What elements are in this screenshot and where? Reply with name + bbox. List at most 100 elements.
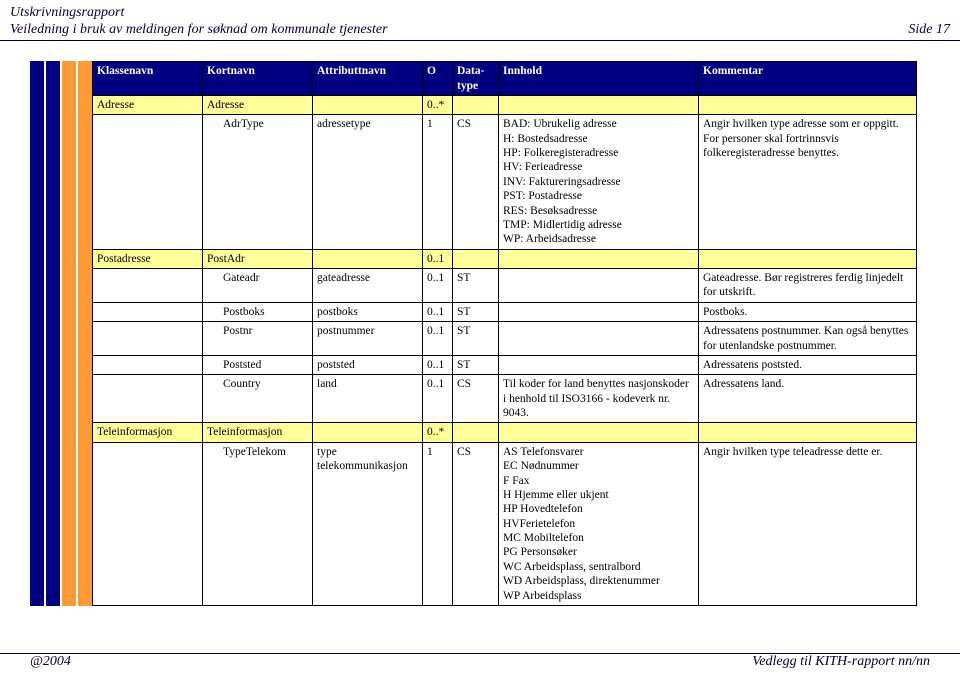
table-cell: 0..1 (423, 249, 453, 268)
table-cell: ST (453, 269, 499, 303)
table-cell (699, 423, 917, 442)
footer-left: @2004 (30, 654, 71, 670)
table-cell: AS Telefonsvarer EC Nødnummer F Fax H Hj… (499, 442, 699, 605)
table-cell: 0..1 (423, 302, 453, 321)
table-cell: ST (453, 322, 499, 356)
table-cell: Postnr (203, 322, 313, 356)
table-cell (499, 302, 699, 321)
col-header: Innhold (499, 62, 699, 96)
table-row: AdresseAdresse 0..* (93, 95, 917, 114)
col-header: Attributtnavn (313, 62, 423, 96)
table-cell (313, 95, 423, 114)
footer-right: Vedlegg til KITH-rapport nn/nn (752, 654, 930, 670)
table-cell: TypeTelekom (203, 442, 313, 605)
doc-subtitle: Veiledning i bruk av meldingen for søkna… (10, 22, 388, 38)
table-cell: Angir hvilken type adresse som er oppgit… (699, 115, 917, 249)
table-cell (499, 269, 699, 303)
table-cell: Adressatens land. (699, 375, 917, 423)
table-body: AdresseAdresse0..*AdrTypeadressetype1CSB… (93, 95, 917, 605)
table-cell: BAD: Ubrukelig adresse H: Bostedsadresse… (499, 115, 699, 249)
table-cell (499, 423, 699, 442)
header-row: Klassenavn Kortnavn Attributtnavn O Data… (93, 62, 917, 96)
table-row: AdrTypeadressetype1CSBAD: Ubrukelig adre… (93, 115, 917, 249)
table-cell: postboks (313, 302, 423, 321)
table-cell: Poststed (203, 355, 313, 374)
stripe (46, 61, 60, 606)
table-cell: Country (203, 375, 313, 423)
table-cell (453, 95, 499, 114)
table-cell: Postadresse (93, 249, 203, 268)
table-cell (699, 249, 917, 268)
table-cell: CS (453, 375, 499, 423)
table-cell: Gateadr (203, 269, 313, 303)
table-cell: Gateadresse. Bør registreres ferdig linj… (699, 269, 917, 303)
table-cell (93, 355, 203, 374)
page-footer: @2004 Vedlegg til KITH-rapport nn/nn (0, 653, 960, 670)
table-cell: gateadresse (313, 269, 423, 303)
table-cell (93, 302, 203, 321)
table-cell (313, 249, 423, 268)
table-cell (93, 115, 203, 249)
col-header: O (423, 62, 453, 96)
table-cell: Postboks. (699, 302, 917, 321)
table-cell: Til koder for land benyttes nasjonskoder… (499, 375, 699, 423)
table-row: Poststedpoststed0..1ST Adressatens postst… (93, 355, 917, 374)
col-header: Data-type (453, 62, 499, 96)
table-cell: ST (453, 302, 499, 321)
table-cell: Teleinformasjon (93, 423, 203, 442)
table-cell: CS (453, 115, 499, 249)
table-row: TeleinformasjonTeleinformasjon 0..* (93, 423, 917, 442)
doc-title: Utskrivningsrapport (10, 4, 950, 22)
table-cell: CS (453, 442, 499, 605)
table-cell: 0..1 (423, 269, 453, 303)
col-header: Kortnavn (203, 62, 313, 96)
table-cell (499, 249, 699, 268)
col-header: Kommentar (699, 62, 917, 96)
table-cell: PostAdr (203, 249, 313, 268)
table-cell: ST (453, 355, 499, 374)
stripe (78, 61, 92, 606)
table-cell: 1 (423, 442, 453, 605)
table-cell: 0..1 (423, 355, 453, 374)
table-cell (93, 375, 203, 423)
table-cell (93, 269, 203, 303)
table-cell: type telekommunikasjon (313, 442, 423, 605)
table-cell (699, 95, 917, 114)
stripe (62, 61, 76, 606)
table-row: Postnrpostnummer0..1ST Adressatens postnu… (93, 322, 917, 356)
table-cell: Adressatens poststed. (699, 355, 917, 374)
col-header: Klassenavn (93, 62, 203, 96)
table-row: TypeTelekomtype telekommunikasjon1CSAS T… (93, 442, 917, 605)
table-row: Postbokspostboks0..1STPostboks. (93, 302, 917, 321)
table-cell: Teleinformasjon (203, 423, 313, 442)
table-cell: Adressatens postnummer. Kan også benytte… (699, 322, 917, 356)
page-number: Side 17 (908, 22, 950, 38)
table-cell (499, 355, 699, 374)
table-wrap: Klassenavn Kortnavn Attributtnavn O Data… (92, 61, 930, 606)
page-header: Utskrivningsrapport Veiledning i bruk av… (0, 0, 960, 41)
table-cell: Angir hvilken type teleadresse dette er. (699, 442, 917, 605)
stripe (30, 61, 44, 606)
table-cell: Adresse (93, 95, 203, 114)
table-cell: poststed (313, 355, 423, 374)
table-row: Gateadrgateadresse0..1ST Gateadresse. Bør… (93, 269, 917, 303)
table-head: Klassenavn Kortnavn Attributtnavn O Data… (93, 62, 917, 96)
table-cell (453, 249, 499, 268)
table-cell: 0..* (423, 423, 453, 442)
table-row: PostadressePostAdr 0..1 (93, 249, 917, 268)
table-cell: AdrType (203, 115, 313, 249)
table-cell (93, 442, 203, 605)
nesting-stripes (30, 61, 92, 606)
table-cell (313, 423, 423, 442)
table-row: Countryland0..1CSTil koder for land beny… (93, 375, 917, 423)
table-cell (453, 423, 499, 442)
table-cell (499, 95, 699, 114)
table-cell: 0..* (423, 95, 453, 114)
table-cell: 0..1 (423, 375, 453, 423)
table-cell: 0..1 (423, 322, 453, 356)
table-cell: Adresse (203, 95, 313, 114)
data-table: Klassenavn Kortnavn Attributtnavn O Data… (92, 61, 917, 606)
table-cell: 1 (423, 115, 453, 249)
table-cell (93, 322, 203, 356)
table-cell: postnummer (313, 322, 423, 356)
